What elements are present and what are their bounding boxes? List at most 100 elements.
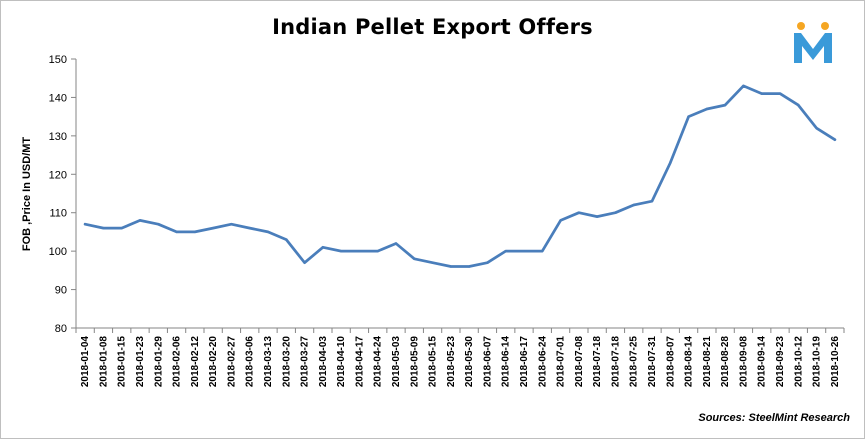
data-point [394,242,398,245]
data-point [413,257,416,261]
data-point [248,226,251,230]
data-point [669,161,672,164]
x-tick-label: 2018-02-20 [208,336,219,388]
x-tick-label: 2018-02-27 [226,336,237,388]
y-tick-label: 140 [49,92,67,104]
steelmint-logo-icon [790,19,836,65]
data-point [650,199,654,203]
x-tick-label: 2018-03-06 [245,336,256,388]
x-tick-label: 2018-02-12 [190,336,201,388]
data-point [559,219,562,222]
series-line [83,84,837,268]
data-point [449,265,453,268]
x-tick-label: 2018-05-15 [428,336,439,388]
data-point [230,223,233,226]
logo-dot-left [797,22,805,30]
x-tick-label: 2018-09-23 [775,336,786,388]
data-point [83,223,87,226]
x-tick-label: 2018-04-10 [336,336,347,388]
x-tick-label: 2018-07-31 [647,336,658,388]
x-tick-label: 2018-03-27 [300,336,311,388]
logo-dot-right [821,22,829,30]
x-tick-label: 2018-03-13 [263,336,274,388]
data-point [303,261,306,264]
x-tick-label: 2018-01-15 [117,336,128,388]
x-tick-label: 2018-07-01 [556,336,567,388]
data-point [541,249,544,253]
data-point [376,249,379,253]
data-point [120,226,123,230]
x-tick-label: 2018-03-20 [281,336,292,388]
x-tick-label: 2018-07-18 [592,336,603,388]
x-tick-label: 2018-09-14 [757,336,768,388]
logo-letter-m [794,33,832,63]
y-tick-label: 130 [49,131,67,143]
data-point [522,249,526,253]
data-point [431,261,434,264]
x-tick-label: 2018-08-28 [720,336,731,388]
x-tick-label: 2018-08-21 [702,336,713,388]
x-tick-label: 2018-06-17 [519,336,530,388]
data-point [705,107,709,111]
data-point [815,126,818,130]
y-tick-label: 110 [49,208,67,220]
y-tick-label: 100 [49,246,67,258]
data-point [285,238,288,241]
x-tick-label: 2018-06-07 [482,336,493,388]
x-tick-label: 2018-05-03 [391,336,402,388]
x-tick-label: 2018-01-23 [135,336,146,388]
data-point [833,138,837,141]
x-tick-label: 2018-06-24 [537,336,548,388]
x-tick-label: 2018-04-03 [318,336,329,388]
data-point [321,246,325,249]
data-point [138,219,142,222]
y-tick-label: 150 [49,54,67,66]
data-point [760,92,763,95]
data-point [193,230,197,234]
data-point [504,249,507,253]
x-tick-label: 2018-01-08 [98,336,109,388]
data-point [723,103,727,107]
chart-title: Indian Pellet Export Offers [272,15,593,39]
x-tick-label: 2018-04-24 [373,336,384,388]
x-tick-label: 2018-07-25 [629,336,640,388]
data-point [778,92,782,95]
data-point [339,249,343,253]
x-tick-label: 2018-01-29 [153,336,164,388]
data-point [742,84,745,88]
x-tick-label: 2018-10-26 [830,336,841,388]
x-tick-label: 2018-10-19 [812,336,823,388]
data-point [486,261,489,264]
x-tick-label: 2018-09-08 [738,336,749,388]
x-tick-label: 2018-08-14 [684,336,695,388]
x-tick-label: 2018-07-08 [574,336,585,388]
data-point [687,115,690,118]
x-tick-label: 2018-05-09 [409,336,420,388]
data-point [157,223,160,226]
data-point [175,230,178,234]
x-tick-label: 2018-10-12 [793,336,804,388]
data-point [797,103,800,107]
x-tick-label: 2018-08-07 [665,336,676,388]
y-tick-label: 80 [55,323,67,335]
x-tick-label: 2018-06-14 [501,336,512,388]
data-point [266,230,270,234]
data-point [467,265,471,268]
x-tick-label: 2018-07-18 [610,336,621,388]
data-point [577,211,581,214]
y-tick-label: 120 [49,169,67,181]
data-point [211,226,215,230]
data-point [102,226,105,230]
data-point [595,215,599,218]
source-note: Sources: SteelMint Research [698,412,850,424]
x-tick-label: 2018-05-30 [464,336,475,388]
data-point [632,203,635,207]
x-tick-label: 2018-04-17 [354,336,365,388]
data-point [614,211,617,214]
x-tick-label: 2018-02-06 [172,336,183,388]
x-tick-label: 2018-05-23 [446,336,457,388]
data-point [358,249,361,253]
y-tick-label: 90 [55,285,67,297]
